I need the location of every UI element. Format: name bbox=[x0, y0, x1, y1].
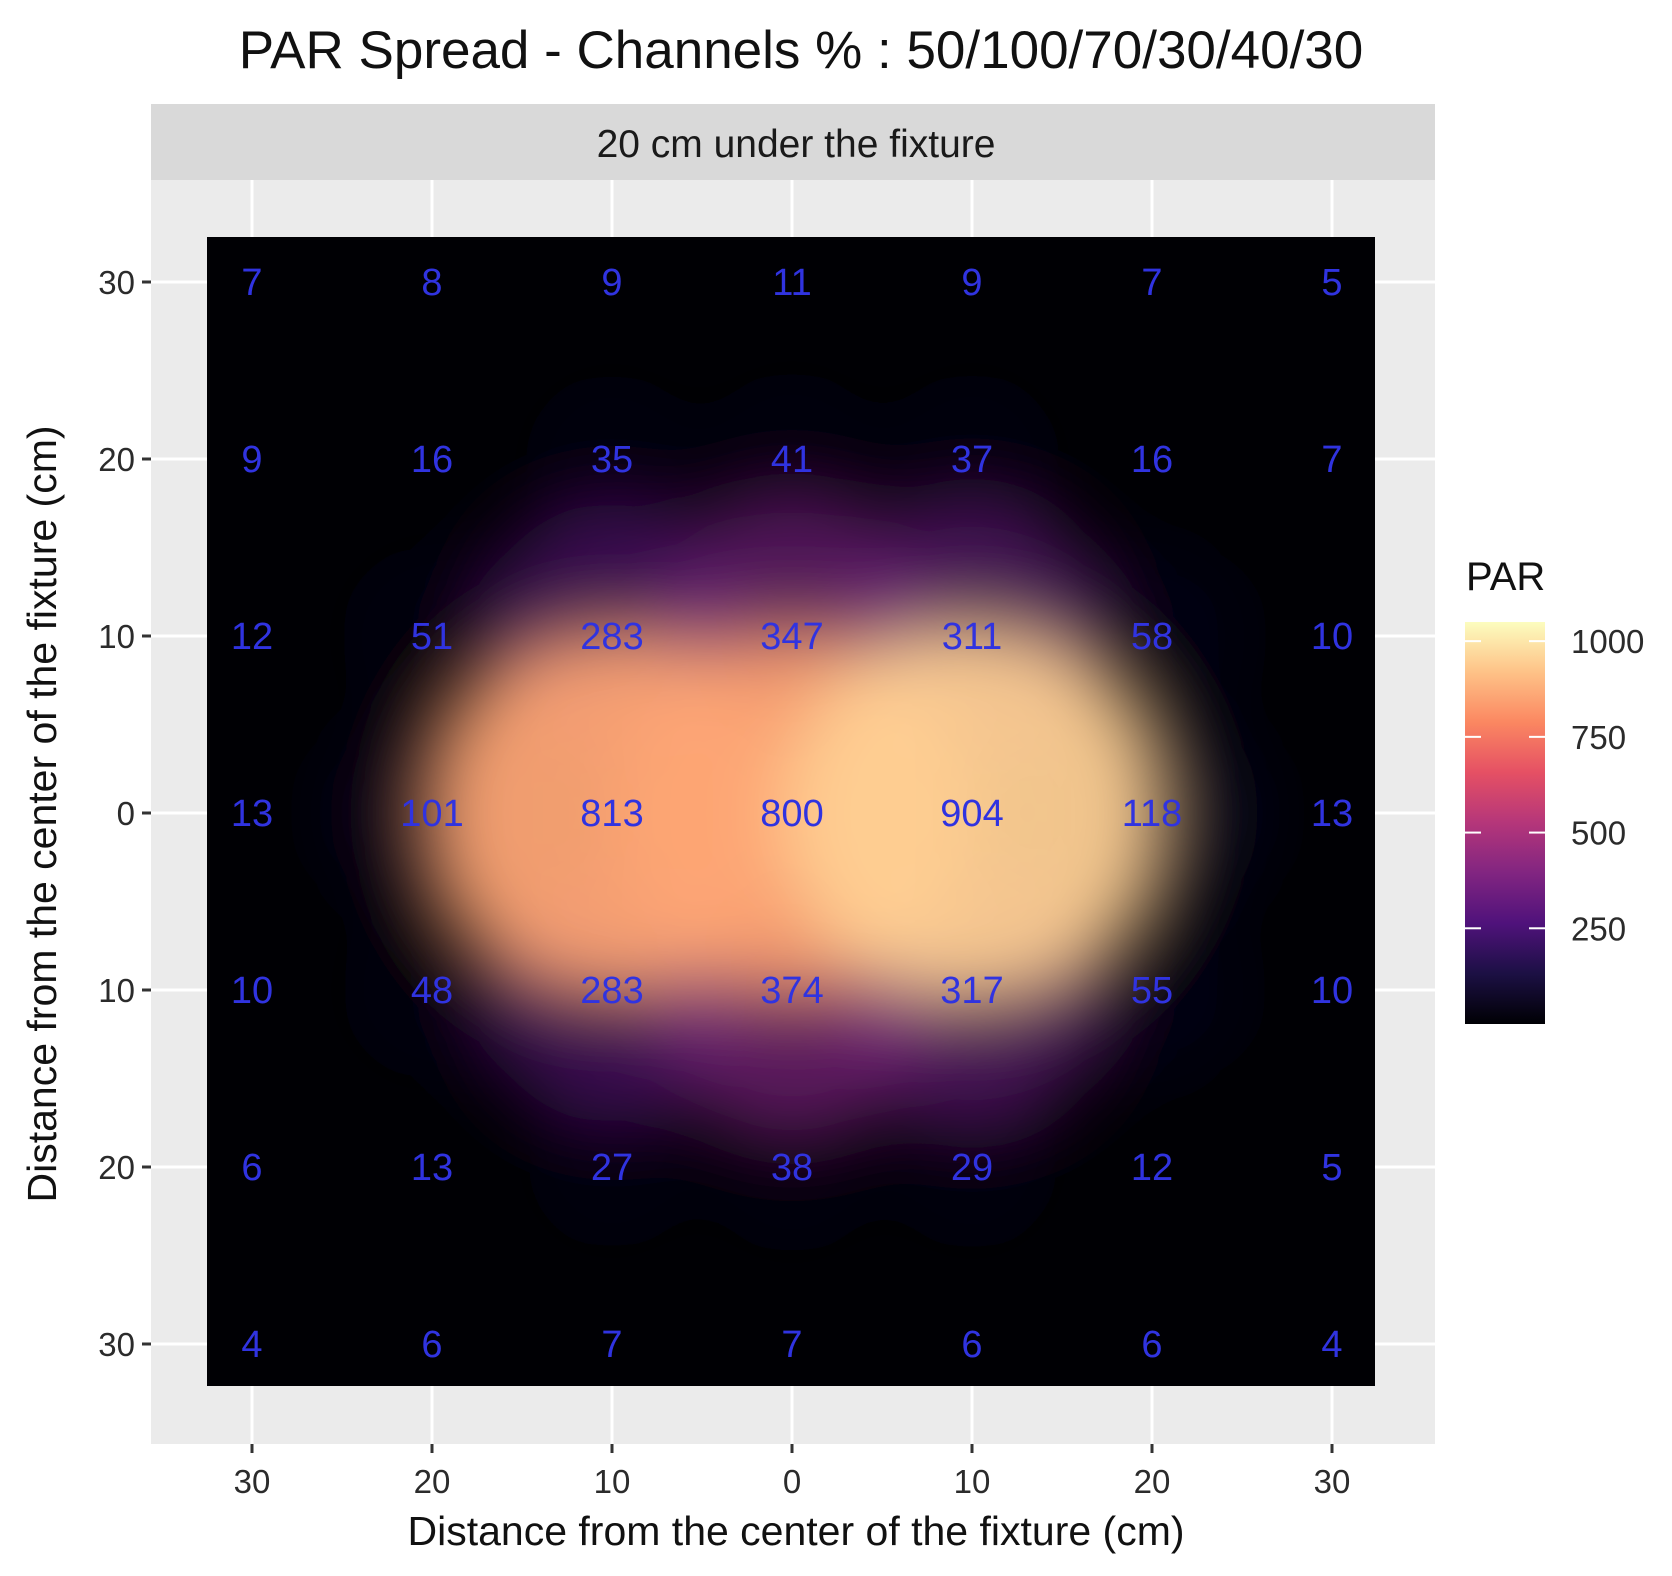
y-tick-label: 10 bbox=[98, 972, 135, 1009]
y-tick-label: 20 bbox=[98, 1149, 135, 1186]
value-label: 5 bbox=[1321, 1147, 1342, 1189]
value-label: 9 bbox=[601, 262, 622, 304]
y-tick-label: 10 bbox=[98, 618, 135, 655]
x-axis-title: Distance from the center of the fixture … bbox=[408, 1508, 1185, 1554]
value-label: 13 bbox=[411, 1147, 453, 1189]
value-label: 10 bbox=[231, 970, 273, 1012]
value-label: 13 bbox=[1311, 793, 1353, 835]
value-label: 41 bbox=[771, 439, 813, 481]
x-tick-label: 10 bbox=[954, 1463, 991, 1500]
value-label: 12 bbox=[1131, 1147, 1173, 1189]
value-label: 311 bbox=[942, 616, 1003, 658]
value-label: 5 bbox=[1321, 262, 1342, 304]
heat-cell bbox=[526, 373, 698, 545]
value-label: 35 bbox=[591, 439, 633, 481]
legend-tick-label: 750 bbox=[1571, 719, 1626, 756]
value-label: 58 bbox=[1131, 616, 1173, 658]
legend-tick-label: 1000 bbox=[1571, 623, 1644, 660]
value-label: 6 bbox=[421, 1324, 442, 1366]
value-label: 283 bbox=[580, 616, 643, 658]
value-label: 7 bbox=[1141, 262, 1162, 304]
value-label: 6 bbox=[241, 1147, 262, 1189]
legend-colorbar bbox=[1465, 622, 1545, 1024]
value-label: 800 bbox=[760, 793, 823, 835]
x-tick-label: 0 bbox=[783, 1463, 801, 1500]
value-label: 27 bbox=[591, 1147, 633, 1189]
value-label: 8 bbox=[421, 262, 442, 304]
value-label: 48 bbox=[411, 970, 453, 1012]
value-label: 7 bbox=[781, 1324, 802, 1366]
value-label: 7 bbox=[241, 262, 262, 304]
value-label: 6 bbox=[1141, 1324, 1162, 1366]
x-tick-label: 10 bbox=[594, 1463, 631, 1500]
y-tick-label: 30 bbox=[98, 264, 135, 301]
heat-cell bbox=[529, 1084, 695, 1250]
value-label: 317 bbox=[940, 970, 1003, 1012]
value-label: 374 bbox=[760, 970, 823, 1012]
value-label: 55 bbox=[1131, 970, 1173, 1012]
y-axis-title: Distance from the center of the fixture … bbox=[19, 426, 65, 1203]
x-tick-label: 20 bbox=[1134, 1463, 1171, 1500]
value-label: 10 bbox=[1311, 970, 1353, 1012]
value-label: 118 bbox=[1122, 793, 1183, 835]
legend: PAR 1000 750 500 250 bbox=[1465, 555, 1644, 1024]
x-tick-label: 30 bbox=[1314, 1463, 1351, 1500]
value-label: 7 bbox=[1321, 439, 1342, 481]
heat-glow bbox=[328, 371, 1259, 1254]
facet-label: 20 cm under the fixture bbox=[597, 123, 996, 166]
y-axis: 30 20 10 0 10 20 30 bbox=[98, 264, 151, 1363]
x-axis: 30 20 10 0 10 20 30 bbox=[234, 1444, 1351, 1500]
value-label: 12 bbox=[231, 616, 273, 658]
value-label: 38 bbox=[771, 1147, 813, 1189]
heat-cell bbox=[428, 629, 796, 997]
value-label: 16 bbox=[1131, 439, 1173, 481]
facet-strip bbox=[151, 104, 1435, 180]
heatmap bbox=[207, 237, 1375, 1386]
heat-cell bbox=[342, 900, 522, 1080]
x-tick-label: 20 bbox=[414, 1463, 451, 1500]
value-label: 13 bbox=[231, 793, 273, 835]
value-label: 6 bbox=[961, 1324, 982, 1366]
legend-tick-label: 250 bbox=[1571, 910, 1626, 947]
value-label: 37 bbox=[951, 439, 993, 481]
value-label: 29 bbox=[951, 1147, 993, 1189]
y-tick-label: 20 bbox=[98, 441, 135, 478]
y-tick-label: 30 bbox=[98, 1326, 135, 1363]
y-tick-label: 0 bbox=[117, 795, 135, 832]
heat-cell bbox=[782, 623, 1162, 1003]
value-label: 10 bbox=[1311, 616, 1353, 658]
value-label: 4 bbox=[1321, 1324, 1342, 1366]
chart-title: PAR Spread - Channels % : 50/100/70/30/4… bbox=[239, 21, 1364, 80]
value-label: 4 bbox=[241, 1324, 262, 1366]
value-label: 283 bbox=[580, 970, 643, 1012]
heat-cell bbox=[341, 545, 523, 727]
value-label: 347 bbox=[760, 616, 823, 658]
value-label: 11 bbox=[772, 262, 811, 304]
value-label: 9 bbox=[241, 439, 262, 481]
value-label: 813 bbox=[580, 793, 643, 835]
legend-title: PAR bbox=[1466, 555, 1545, 599]
value-label: 9 bbox=[961, 262, 982, 304]
heat-cell bbox=[888, 1083, 1056, 1251]
value-label: 904 bbox=[940, 793, 1003, 835]
value-label: 101 bbox=[400, 793, 463, 835]
value-label: 16 bbox=[411, 439, 453, 481]
legend-tick-label: 500 bbox=[1571, 815, 1626, 852]
heat-cell bbox=[885, 372, 1059, 546]
value-label: 7 bbox=[601, 1324, 622, 1366]
x-tick-label: 30 bbox=[234, 1463, 271, 1500]
value-label: 51 bbox=[411, 616, 453, 658]
